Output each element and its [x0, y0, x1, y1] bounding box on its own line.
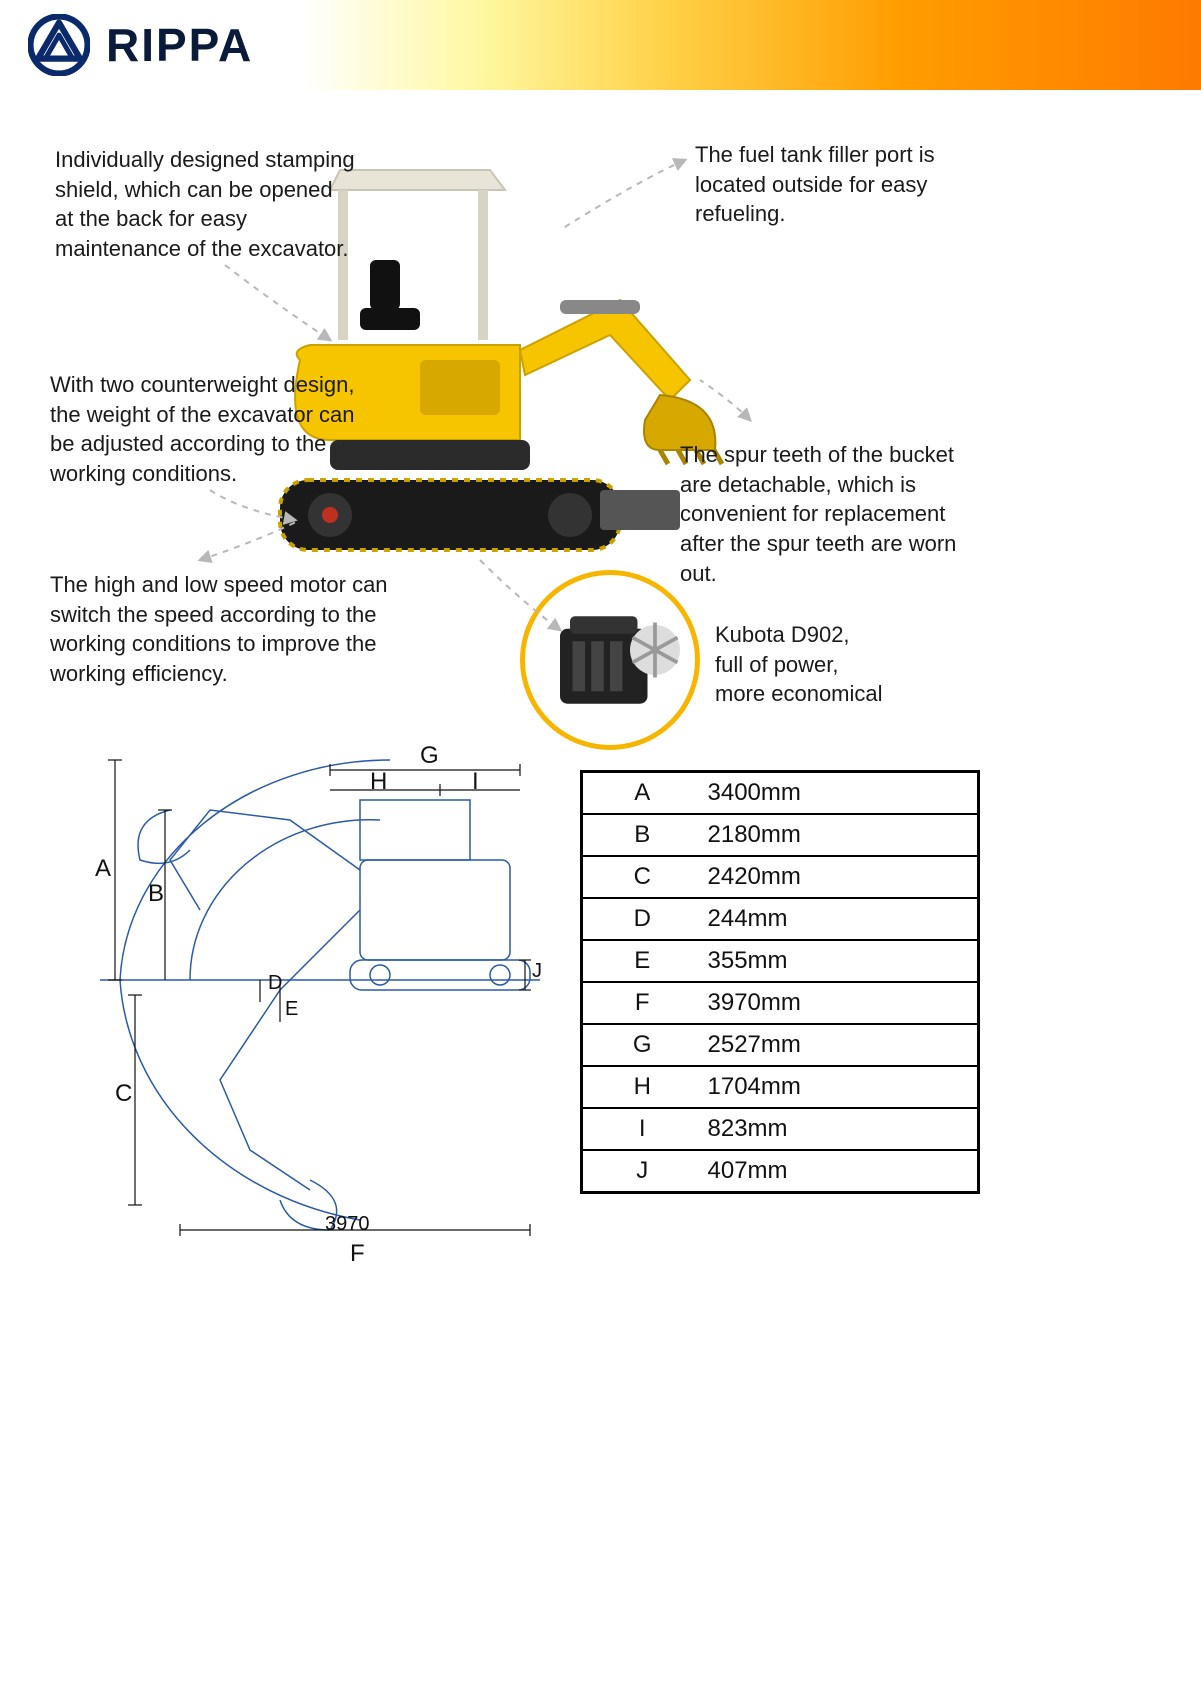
spec-key: I: [582, 1108, 702, 1150]
spec-value: 3400mm: [702, 772, 979, 815]
spec-value: 244mm: [702, 898, 979, 940]
dim-label-g: G: [420, 742, 439, 770]
dim-label-e: E: [285, 998, 298, 1021]
dim-label-f: F: [350, 1240, 365, 1268]
callout-motor: The high and low speed motor can switch …: [50, 570, 410, 689]
table-row: C2420mm: [582, 856, 979, 898]
callout-shield: Individually designed stamping shield, w…: [55, 145, 355, 264]
spec-key: B: [582, 814, 702, 856]
table-row: A3400mm: [582, 772, 979, 815]
callout-counterweight: With two counterweight design, the weigh…: [50, 370, 360, 489]
table-row: E355mm: [582, 940, 979, 982]
callout-engine: Kubota D902, full of power, more economi…: [715, 620, 975, 709]
spec-key: H: [582, 1066, 702, 1108]
brand-name: RIPPA: [106, 18, 253, 72]
spec-key: E: [582, 940, 702, 982]
spec-key: A: [582, 772, 702, 815]
dim-label-d: D: [268, 972, 282, 995]
dim-label-i: I: [472, 768, 479, 796]
dim-label-h: H: [370, 768, 387, 796]
spec-key: C: [582, 856, 702, 898]
dim-label-b: B: [148, 880, 164, 908]
table-row: B2180mm: [582, 814, 979, 856]
spec-value: 2527mm: [702, 1024, 979, 1066]
table-row: F3970mm: [582, 982, 979, 1024]
dim-label-c: C: [115, 1080, 132, 1108]
table-row: D244mm: [582, 898, 979, 940]
callout-teeth: The spur teeth of the bucket are detacha…: [680, 440, 980, 588]
dim-label-a: A: [95, 855, 111, 883]
logo-icon: [28, 14, 90, 76]
table-row: H1704mm: [582, 1066, 979, 1108]
dim-label-j: J: [532, 960, 542, 983]
spec-key: J: [582, 1150, 702, 1193]
brand-header: RIPPA: [0, 0, 1201, 90]
logo: RIPPA: [28, 14, 253, 76]
table-row: I823mm: [582, 1108, 979, 1150]
spec-value: 1704mm: [702, 1066, 979, 1108]
dimension-diagram: A B C D E F G H I J 3970: [60, 750, 560, 1250]
spec-value: 823mm: [702, 1108, 979, 1150]
spec-key: D: [582, 898, 702, 940]
spec-key: G: [582, 1024, 702, 1066]
spec-value: 407mm: [702, 1150, 979, 1193]
engine-inset: [520, 570, 700, 750]
dim-value-f: 3970: [325, 1213, 370, 1236]
table-row: J407mm: [582, 1150, 979, 1193]
spec-value: 2420mm: [702, 856, 979, 898]
table-row: G2527mm: [582, 1024, 979, 1066]
spec-table: A3400mmB2180mmC2420mmD244mmE355mmF3970mm…: [580, 770, 980, 1194]
spec-value: 2180mm: [702, 814, 979, 856]
spec-value: 3970mm: [702, 982, 979, 1024]
spec-value: 355mm: [702, 940, 979, 982]
callout-fuel: The fuel tank filler port is located out…: [695, 140, 975, 229]
spec-key: F: [582, 982, 702, 1024]
